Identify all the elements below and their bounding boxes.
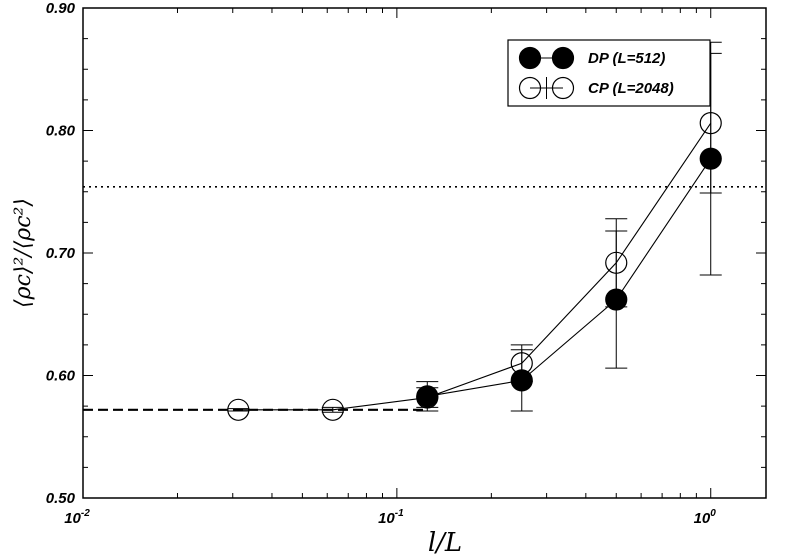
y-tick-label: 0.50 (46, 490, 76, 507)
plot-area (83, 41, 766, 421)
legend-marker (518, 46, 542, 70)
legend-marker (518, 76, 542, 100)
y-axis-label: ⟨ρc⟩²/⟨ρc²⟩ (11, 198, 36, 308)
data-point (699, 112, 722, 135)
x-tick-label: 10-2 (64, 508, 90, 527)
axes: 10-2 10-1 100 0.50 0.60 0.70 0.80 0.90 l/L ⟨ρc⟩²/… (11, 0, 767, 558)
x-tick-label: 100 (694, 508, 717, 527)
y-tick-label: 0.80 (46, 123, 76, 140)
legend: DP (L=512) CP (L=2048) (507, 39, 711, 107)
data-point (321, 398, 344, 421)
y-tick-label: 0.90 (46, 0, 76, 17)
data-point (605, 251, 628, 274)
data-point (699, 147, 722, 170)
legend-label: CP (L=2048) (588, 80, 674, 97)
legend-marker (551, 76, 575, 100)
y-tick-label: 0.70 (46, 245, 76, 262)
data-point (510, 352, 533, 375)
series-line-0 (427, 158, 712, 397)
data-point (510, 369, 533, 392)
x-tick-label: 10-1 (378, 508, 404, 527)
data-point (605, 288, 628, 311)
legend-box (507, 39, 711, 107)
y-tick-label: 0.60 (46, 368, 76, 385)
legend-label: DP (L=512) (588, 50, 665, 67)
data-point (227, 398, 250, 421)
legend-marker (551, 46, 575, 70)
data-point (416, 386, 439, 409)
series-line-1 (238, 122, 712, 411)
x-axis-label: l/L (428, 528, 462, 558)
